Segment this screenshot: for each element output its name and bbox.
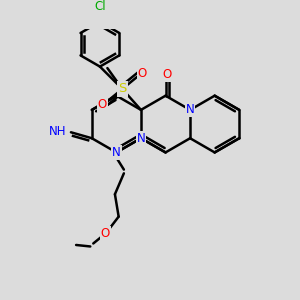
Text: O: O (98, 98, 107, 111)
Text: O: O (100, 226, 110, 239)
Text: S: S (118, 82, 127, 95)
Text: N: N (186, 103, 194, 116)
Text: N: N (136, 132, 146, 145)
Text: NH: NH (49, 125, 67, 138)
Text: N: N (112, 146, 121, 159)
Text: O: O (162, 68, 172, 81)
Text: Cl: Cl (94, 0, 106, 13)
Text: O: O (138, 67, 147, 80)
